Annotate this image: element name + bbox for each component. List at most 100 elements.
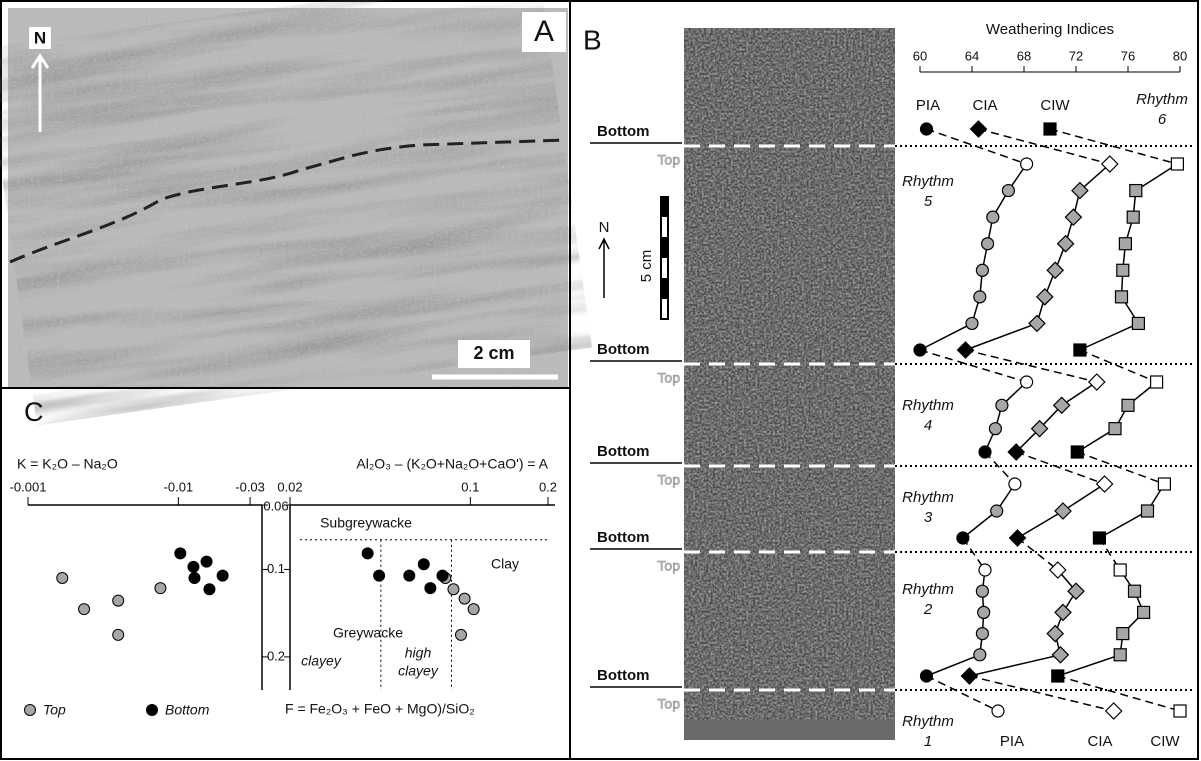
x-tick-label: 76	[1121, 48, 1135, 63]
x-tick-label: -0.01	[164, 479, 194, 494]
sample-point	[448, 584, 459, 595]
sample-point	[189, 572, 200, 583]
field-label: high	[405, 645, 432, 661]
sample-point	[204, 584, 215, 595]
pia-point	[992, 705, 1004, 717]
legend-label: Top	[43, 702, 66, 718]
field-label: Greywacke	[333, 625, 403, 641]
field-label: Clay	[491, 556, 519, 572]
connector-line	[920, 350, 1027, 382]
pia-point	[976, 585, 988, 597]
rhythm-label: Rhythm	[902, 581, 954, 598]
index-line	[1080, 164, 1178, 350]
index-line	[1099, 484, 1164, 538]
sample-point	[468, 604, 479, 615]
scale-tick	[662, 217, 667, 237]
cia-point	[1097, 476, 1113, 492]
rhythm-number: 5	[924, 193, 933, 210]
x-tick-label: 0.2	[539, 479, 557, 494]
top-label: Top	[657, 696, 680, 712]
cia-point	[971, 121, 987, 137]
pia-point	[974, 291, 986, 303]
x-tick-label: -0.001	[10, 479, 47, 494]
cia-point	[1037, 289, 1053, 305]
cia-point	[1010, 530, 1026, 546]
connector-line	[1058, 676, 1180, 711]
panel-label: B	[583, 24, 602, 55]
field-label: clayey	[301, 653, 342, 669]
pia-point	[1002, 185, 1014, 197]
pia-point	[989, 423, 1001, 435]
panel-c: C K = K₂O – Na₂O Al₂O₃ – (K₂O+Na₂O+CaO')…	[10, 397, 557, 718]
cia-point	[1055, 503, 1071, 519]
sample-point	[175, 548, 186, 559]
cia-point	[1052, 647, 1068, 663]
connector-line	[1018, 538, 1058, 570]
panel-label: C	[24, 397, 44, 427]
top-label: Top	[657, 152, 680, 168]
field-label: Subgreywacke	[320, 515, 412, 531]
sample-point	[455, 629, 466, 640]
y-tick-label: 0.2	[267, 648, 285, 663]
rhythm-label: Rhythm	[902, 173, 954, 190]
ciw-point	[1071, 446, 1083, 458]
bottom-label: Bottom	[597, 123, 650, 140]
cia-point	[1106, 703, 1122, 719]
ciw-point	[1127, 211, 1139, 223]
cia-point	[1047, 626, 1063, 642]
sample-point	[425, 583, 436, 594]
top-label: Top	[657, 370, 680, 386]
ciw-point	[1116, 291, 1128, 303]
rhythm-number: 1	[924, 733, 932, 750]
legend-marker	[147, 705, 158, 716]
bottom-label: Bottom	[597, 529, 650, 546]
scale-tick	[662, 299, 667, 318]
sample-point	[362, 548, 373, 559]
x-tick-label: 72	[1069, 48, 1083, 63]
pia-point	[991, 505, 1003, 517]
top-label: Top	[657, 472, 680, 488]
rhythm-number: 2	[923, 601, 933, 618]
sample-point	[188, 561, 199, 572]
pia-point	[921, 670, 933, 682]
pia-point	[974, 649, 986, 661]
series-label: CIW	[1040, 97, 1070, 114]
ciw-point	[1129, 585, 1141, 597]
bottom-label: Bottom	[597, 341, 650, 358]
ciw-point	[1074, 344, 1086, 356]
pia-point	[987, 211, 999, 223]
series-label: PIA	[1000, 733, 1024, 750]
north-label: N	[34, 28, 46, 47]
series-label: PIA	[916, 97, 940, 114]
ciw-point	[1044, 123, 1056, 135]
rhythm-label: Rhythm	[902, 397, 954, 414]
index-line	[985, 382, 1027, 452]
sample-point	[404, 570, 415, 581]
cia-point	[958, 342, 974, 358]
pia-point	[957, 532, 969, 544]
pia-point	[976, 628, 988, 640]
pia-point	[1009, 478, 1021, 490]
ciw-point	[1138, 606, 1150, 618]
x-tick-label: 64	[965, 48, 979, 63]
pia-point	[982, 238, 994, 250]
ciw-point	[1151, 376, 1163, 388]
cia-point	[1047, 262, 1063, 278]
ciw-point	[1130, 185, 1142, 197]
bottom-label: Bottom	[597, 443, 650, 460]
cia-point	[1055, 604, 1071, 620]
ciw-point	[1114, 564, 1126, 576]
figure: A N 2 cm B 5 cm N Weathering Indices 606…	[0, 0, 1201, 761]
legend-label: Bottom	[165, 702, 210, 718]
sample-point	[437, 570, 448, 581]
x-tick-label: 0.02	[277, 479, 302, 494]
series-label: CIA	[972, 97, 997, 114]
photo-texture	[8, 8, 568, 388]
pia-point	[979, 446, 991, 458]
ciw-point	[1117, 628, 1129, 640]
series-label: CIA	[1087, 733, 1112, 750]
sample-point	[459, 593, 470, 604]
x-tick-label: 0.1	[461, 479, 479, 494]
cia-point	[961, 668, 977, 684]
